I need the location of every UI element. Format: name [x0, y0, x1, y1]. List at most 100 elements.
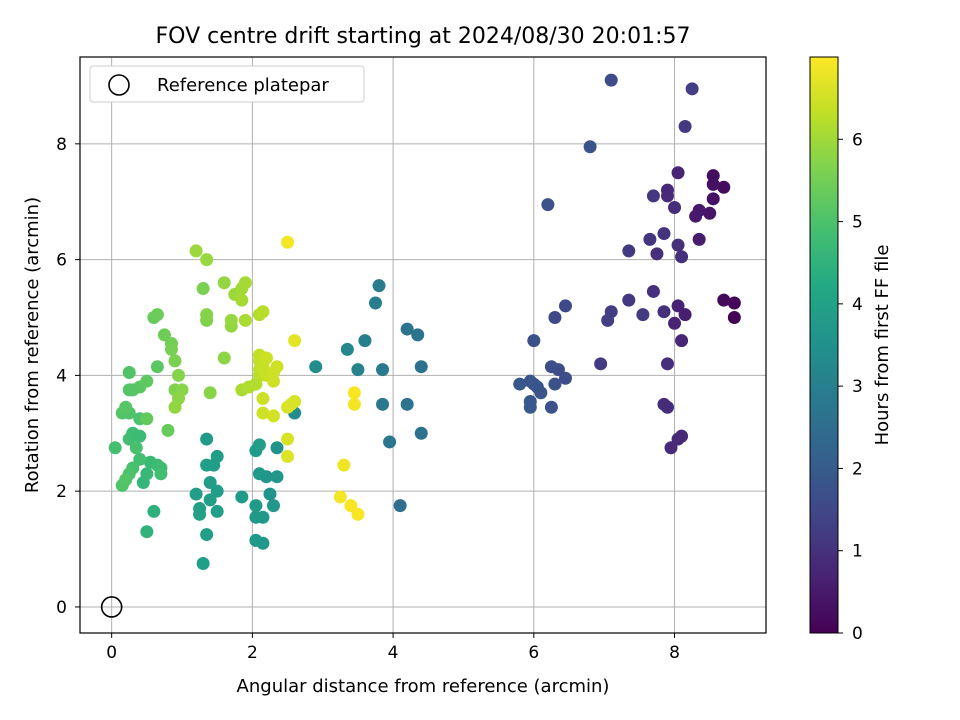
- data-point: [717, 293, 731, 307]
- data-point: [157, 328, 171, 342]
- data-point: [369, 296, 383, 310]
- data-point: [646, 189, 660, 203]
- data-point: [604, 73, 618, 87]
- data-point: [133, 452, 147, 466]
- data-point: [238, 313, 252, 327]
- data-point: [636, 308, 650, 322]
- data-point: [678, 308, 692, 322]
- x-tick-label: 4: [388, 643, 399, 663]
- grid-lines: [80, 57, 766, 633]
- data-point: [689, 209, 703, 223]
- data-point: [147, 504, 161, 518]
- data-point: [281, 449, 295, 463]
- colorbar: 0 1 2 3 4 5 6 Hours from first FF file: [809, 56, 893, 644]
- data-point: [340, 342, 354, 356]
- data-point: [706, 192, 720, 206]
- colorbar-tick-label: 4: [852, 295, 863, 315]
- legend-label-reference: Reference platepar: [157, 75, 329, 96]
- data-point: [706, 177, 720, 191]
- data-point: [210, 504, 224, 518]
- data-point: [544, 400, 558, 414]
- data-point: [309, 360, 323, 374]
- data-point: [727, 311, 741, 325]
- data-point: [235, 293, 249, 307]
- data-point: [203, 475, 217, 489]
- data-point: [263, 487, 277, 501]
- data-point: [217, 351, 231, 365]
- data-point: [150, 360, 164, 374]
- data-point: [256, 406, 270, 420]
- data-point: [622, 293, 636, 307]
- data-point: [414, 360, 428, 374]
- data-point: [646, 284, 660, 298]
- data-point: [675, 250, 689, 264]
- data-point: [196, 282, 210, 296]
- data-point: [717, 180, 731, 194]
- x-axis-label: Angular distance from reference (arcmin): [237, 676, 610, 697]
- data-point: [523, 400, 537, 414]
- data-point: [224, 313, 238, 327]
- data-point: [203, 493, 217, 507]
- data-point: [400, 322, 414, 336]
- data-point: [256, 305, 270, 319]
- data-point: [347, 397, 361, 411]
- legend-marker-reference: [108, 74, 130, 96]
- data-point: [249, 510, 263, 524]
- data-point: [660, 183, 674, 197]
- data-point: [692, 232, 706, 246]
- data-point: [266, 409, 280, 423]
- axis-ticks: 0 2 4 6 8 0 2 4 6 8: [56, 135, 680, 663]
- data-point: [664, 441, 678, 455]
- data-point: [196, 557, 210, 571]
- data-point: [657, 397, 671, 411]
- x-tick-label: 8: [669, 643, 680, 663]
- data-point: [347, 386, 361, 400]
- data-point: [119, 400, 133, 414]
- data-point: [558, 371, 572, 385]
- y-tick-label: 8: [56, 135, 67, 155]
- data-point: [671, 299, 685, 313]
- data-point: [168, 354, 182, 368]
- data-point: [678, 119, 692, 133]
- y-tick-label: 0: [56, 598, 67, 618]
- colorbar-tick-label: 3: [852, 377, 863, 397]
- colorbar-tick-label: 0: [852, 624, 863, 644]
- data-point: [657, 305, 671, 319]
- data-point: [657, 227, 671, 241]
- data-point: [400, 397, 414, 411]
- data-point: [164, 342, 178, 356]
- data-point: [133, 429, 147, 443]
- colorbar-gradient: [809, 56, 839, 634]
- data-point: [643, 232, 657, 246]
- data-point: [414, 426, 428, 440]
- data-point: [256, 392, 270, 406]
- data-point: [140, 467, 154, 481]
- y-axis-label: Rotation from reference (arcmin): [22, 197, 43, 493]
- data-point: [541, 198, 555, 212]
- data-point: [122, 365, 136, 379]
- x-tick-label: 0: [106, 643, 117, 663]
- data-point: [337, 458, 351, 472]
- data-point: [203, 386, 217, 400]
- data-point: [650, 247, 664, 261]
- reference-point: [100, 596, 123, 618]
- data-point: [411, 328, 425, 342]
- legend-box: [89, 65, 365, 103]
- data-point: [129, 441, 143, 455]
- data-point: [161, 423, 175, 437]
- data-point: [200, 458, 214, 472]
- chart-title: FOV centre drift starting at 2024/08/30 …: [156, 24, 691, 49]
- data-point: [351, 363, 365, 377]
- data-point: [548, 377, 562, 391]
- data-point: [189, 487, 203, 501]
- data-point: [270, 360, 284, 374]
- colorbar-tick-label: 1: [852, 542, 863, 562]
- data-point: [548, 311, 562, 325]
- data-point: [189, 244, 203, 258]
- colorbar-ticks: 0 1 2 3 4 5 6: [838, 130, 863, 644]
- data-point: [671, 238, 685, 252]
- data-point: [154, 467, 168, 481]
- data-point: [558, 299, 572, 313]
- data-point: [270, 441, 284, 455]
